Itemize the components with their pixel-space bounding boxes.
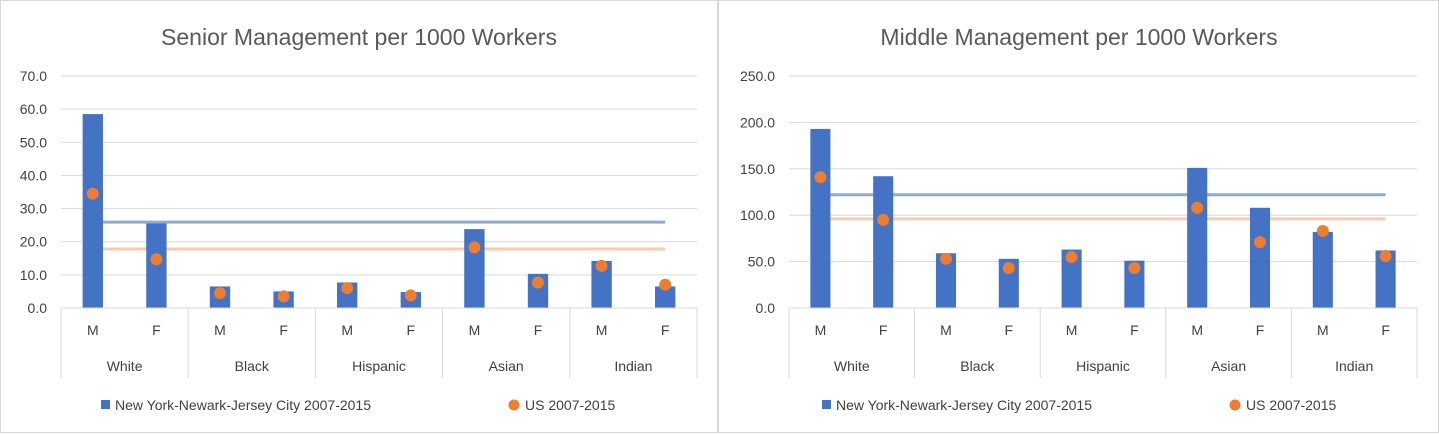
legend-swatch-dot xyxy=(1229,399,1241,411)
category-label: M xyxy=(87,322,99,338)
category-label: M xyxy=(1066,322,1078,338)
marker-point xyxy=(877,213,890,226)
bar xyxy=(82,114,103,308)
bar xyxy=(935,253,957,308)
legend-label-series1: New York-Newark-Jersey City 2007-2015 xyxy=(836,397,1092,413)
marker-point xyxy=(86,187,99,200)
legend: New York-Newark-Jersey City 2007-2015 US… xyxy=(822,397,1337,413)
y-tick-label: 250.0 xyxy=(740,68,775,84)
bar xyxy=(1061,249,1082,308)
category-label: F xyxy=(879,322,888,338)
marker-point xyxy=(940,252,952,265)
group-label: Indian xyxy=(614,358,652,374)
legend-swatch-bar xyxy=(101,400,110,409)
marker-point xyxy=(468,241,481,254)
bar xyxy=(655,286,676,308)
category-label: F xyxy=(1005,322,1014,338)
bar xyxy=(1249,207,1271,308)
category-label: M xyxy=(940,322,952,338)
group-label: Hispanic xyxy=(1076,358,1130,374)
category-label: F xyxy=(534,322,543,338)
bar xyxy=(1124,260,1145,308)
chart-title: Senior Management per 1000 Workers xyxy=(161,24,557,50)
bar xyxy=(464,229,485,308)
y-tick-label: 70.0 xyxy=(20,68,47,84)
marker-point xyxy=(532,276,544,289)
marker-point xyxy=(1254,236,1266,249)
legend-swatch-dot xyxy=(508,399,520,411)
category-label: M xyxy=(469,322,481,338)
legend: New York-Newark-Jersey City 2007-2015 US… xyxy=(101,397,616,413)
bar xyxy=(1312,231,1333,308)
middle-management-chart: Middle Management per 1000 Workers 0.0 50… xyxy=(718,0,1439,433)
category-label: F xyxy=(1381,322,1390,338)
marker-point xyxy=(1191,201,1204,214)
category-label: F xyxy=(407,322,416,338)
y-tick-label: 150.0 xyxy=(740,161,775,177)
y-tick-label: 50.0 xyxy=(20,134,47,150)
bar xyxy=(1187,167,1208,308)
marker-point xyxy=(404,289,417,302)
category-label: M xyxy=(341,322,353,338)
bar xyxy=(1375,250,1396,308)
group-label: Indian xyxy=(1335,358,1373,374)
category-label: F xyxy=(1256,322,1265,338)
marker-point xyxy=(341,282,354,295)
middle-management-chart-svg: Middle Management per 1000 Workers 0.0 50… xyxy=(740,24,1418,413)
y-tick-label: 50.0 xyxy=(748,254,775,270)
marker-point xyxy=(814,171,827,184)
senior-management-chart-svg: Senior Management per 1000 Workers 0.0 10… xyxy=(20,24,698,413)
group-label: White xyxy=(107,358,143,374)
marker-point xyxy=(214,287,226,300)
group-label: Black xyxy=(235,358,270,374)
bar xyxy=(810,128,831,308)
group-label: Black xyxy=(960,358,995,374)
marker-point xyxy=(595,259,608,272)
category-label: F xyxy=(661,322,670,338)
y-tick-label: 0.0 xyxy=(28,300,48,316)
group-label: Asian xyxy=(1211,358,1246,374)
y-tick-label: 20.0 xyxy=(20,234,47,250)
marker-point xyxy=(1379,250,1392,263)
category-label: M xyxy=(1317,322,1329,338)
marker-point xyxy=(659,278,672,291)
bar xyxy=(591,260,612,308)
marker-point xyxy=(1128,262,1141,275)
chart-title: Middle Management per 1000 Workers xyxy=(880,24,1277,50)
y-tick-label: 40.0 xyxy=(20,167,47,183)
marker-point xyxy=(277,290,290,303)
y-tick-label: 10.0 xyxy=(20,267,47,283)
category-label: M xyxy=(1191,322,1203,338)
senior-management-chart: Senior Management per 1000 Workers 0.0 10… xyxy=(0,0,718,433)
category-label: M xyxy=(214,322,226,338)
legend-swatch-bar xyxy=(822,400,831,409)
category-label: M xyxy=(815,322,827,338)
category-label: M xyxy=(596,322,608,338)
y-tick-label: 60.0 xyxy=(20,101,47,117)
category-label: F xyxy=(1130,322,1139,338)
group-label: Hispanic xyxy=(352,358,406,374)
group-label: Asian xyxy=(489,358,524,374)
y-tick-label: 100.0 xyxy=(740,207,775,223)
legend-label-series2: US 2007-2015 xyxy=(1246,397,1337,413)
legend-label-series1: New York-Newark-Jersey City 2007-2015 xyxy=(115,397,371,413)
category-label: F xyxy=(279,322,288,338)
y-tick-label: 30.0 xyxy=(20,201,47,217)
marker-point xyxy=(150,253,163,266)
marker-point xyxy=(1065,250,1078,263)
group-label: White xyxy=(834,358,870,374)
y-tick-label: 0.0 xyxy=(756,300,776,316)
legend-label-series2: US 2007-2015 xyxy=(525,397,616,413)
y-tick-label: 200.0 xyxy=(740,114,775,130)
bar xyxy=(146,223,167,308)
marker-point xyxy=(1002,262,1015,275)
marker-point xyxy=(1316,224,1329,237)
bar xyxy=(873,176,894,308)
category-label: F xyxy=(152,322,161,338)
